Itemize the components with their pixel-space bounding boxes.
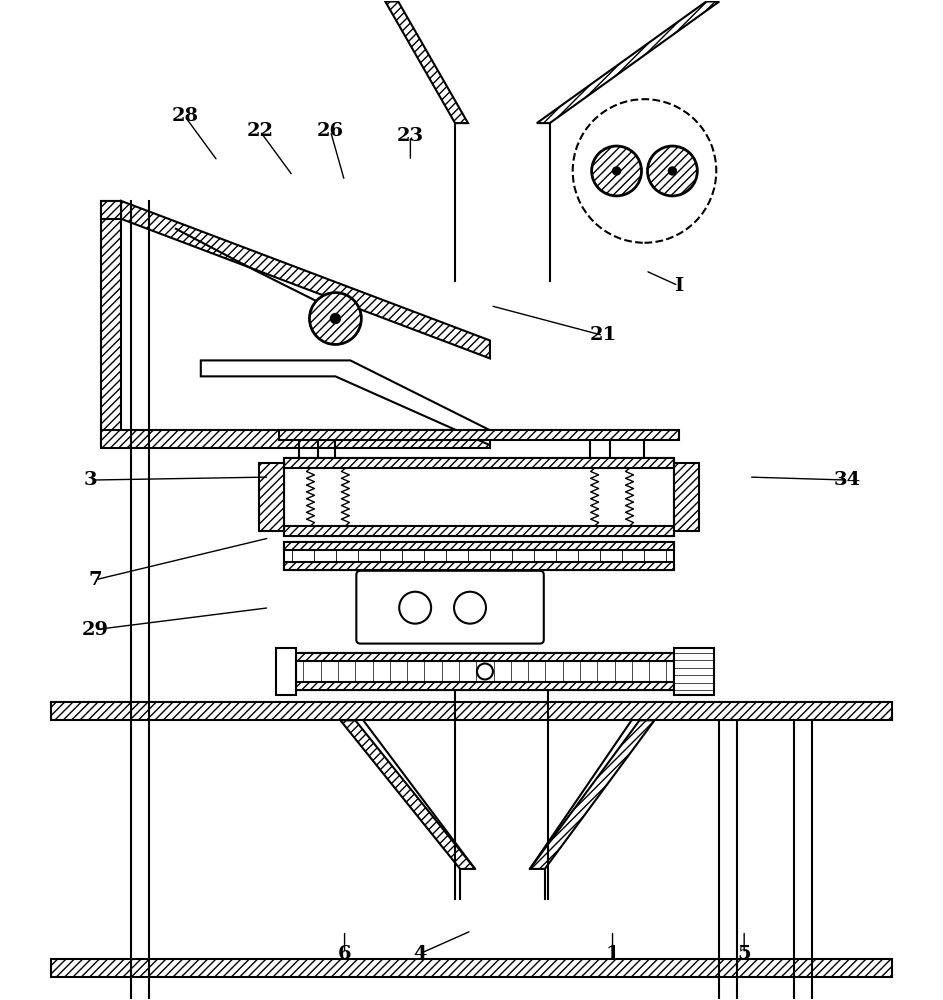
Text: 29: 29 [82, 621, 108, 639]
Circle shape [669, 167, 676, 175]
Polygon shape [530, 720, 654, 869]
Circle shape [648, 146, 697, 196]
Circle shape [330, 314, 340, 324]
Bar [51, 959, 892, 977]
Text: 34: 34 [834, 471, 861, 489]
Bar [284, 542, 674, 550]
Polygon shape [101, 201, 121, 219]
Bar [284, 542, 674, 570]
FancyBboxPatch shape [356, 571, 544, 644]
Polygon shape [340, 720, 475, 869]
Circle shape [477, 664, 493, 679]
Bar [284, 458, 674, 536]
Polygon shape [101, 430, 490, 448]
Polygon shape [101, 201, 121, 445]
Bar [295, 653, 674, 661]
Text: 21: 21 [589, 326, 617, 344]
Bar [258, 463, 284, 531]
Circle shape [572, 99, 717, 243]
Circle shape [591, 146, 641, 196]
Text: 5: 5 [737, 945, 751, 963]
Bar [275, 648, 295, 695]
Bar [674, 463, 700, 531]
Text: 7: 7 [89, 571, 102, 589]
Circle shape [309, 293, 361, 344]
Text: 6: 6 [338, 945, 352, 963]
Text: I: I [674, 277, 683, 295]
Circle shape [454, 592, 486, 624]
Circle shape [399, 592, 431, 624]
Text: 28: 28 [172, 107, 198, 125]
Text: 23: 23 [397, 127, 424, 145]
Bar [295, 682, 674, 690]
Bar [51, 702, 892, 720]
Polygon shape [121, 201, 490, 358]
Polygon shape [537, 1, 720, 123]
Polygon shape [386, 1, 468, 123]
Text: 22: 22 [246, 122, 273, 140]
Bar [674, 648, 714, 695]
Bar [284, 458, 674, 468]
Bar [278, 430, 679, 440]
Text: 26: 26 [317, 122, 344, 140]
Circle shape [613, 167, 620, 175]
Bar [284, 562, 674, 570]
Bar [284, 526, 674, 536]
Polygon shape [201, 360, 490, 445]
Text: 1: 1 [605, 945, 620, 963]
Text: 3: 3 [84, 471, 97, 489]
Text: 4: 4 [413, 945, 426, 963]
Bar [295, 653, 674, 690]
